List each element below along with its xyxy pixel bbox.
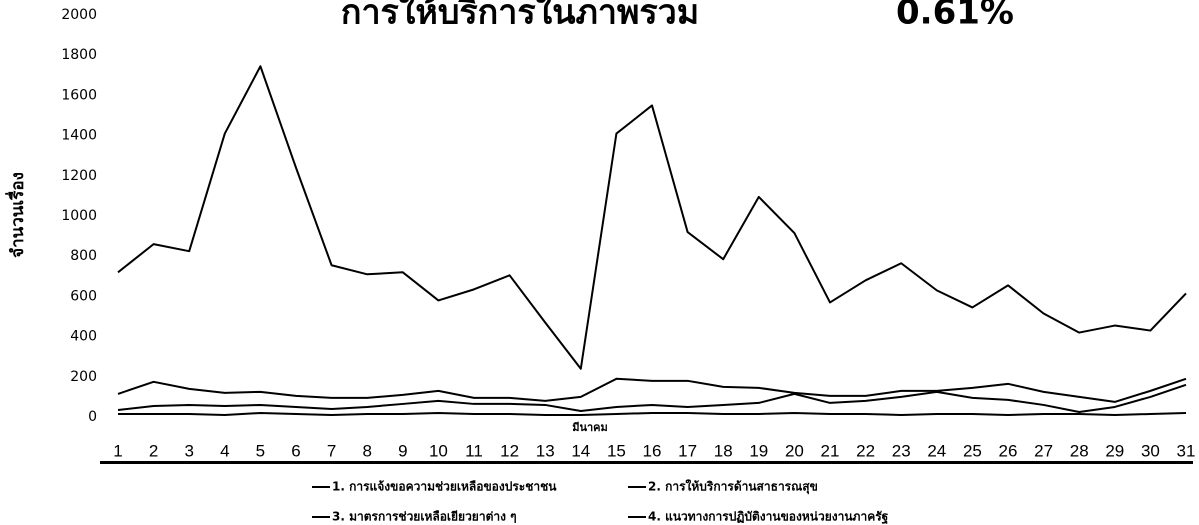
x-tick-label: 24 xyxy=(927,441,946,460)
page: การให้บริการในภาพรวม 0.61% จำนวนเรื่อง ม… xyxy=(0,0,1199,525)
x-tick-label: 15 xyxy=(607,441,626,460)
x-axis-label: มีนาคม xyxy=(572,421,608,434)
y-tick-label: 1800 xyxy=(61,47,97,63)
x-tick-label: 12 xyxy=(500,441,519,460)
annotation: 0.61% xyxy=(896,0,1014,33)
x-tick-label: 5 xyxy=(256,441,265,460)
x-tick-label: 21 xyxy=(821,441,840,460)
x-tick-label: 29 xyxy=(1105,441,1124,460)
x-tick-label: 26 xyxy=(999,441,1018,460)
y-tick-label: 2000 xyxy=(61,7,97,23)
x-tick-label: 23 xyxy=(892,441,911,460)
x-tick-label: 27 xyxy=(1034,441,1053,460)
x-tick-label: 20 xyxy=(785,441,804,460)
x-tick-label: 14 xyxy=(571,441,590,460)
x-tick-label: 7 xyxy=(327,441,336,460)
x-tick-label: 10 xyxy=(429,441,448,460)
y-tick-label: 800 xyxy=(70,248,97,264)
y-tick-label: 0 xyxy=(88,409,97,425)
x-tick-label: 19 xyxy=(749,441,768,460)
x-tick-label: 16 xyxy=(643,441,662,460)
x-tick-label: 1 xyxy=(113,441,122,460)
y-tick-label: 1400 xyxy=(61,128,97,144)
y-tick-label: 1000 xyxy=(61,208,97,224)
chart: การให้บริการในภาพรวม 0.61% จำนวนเรื่อง ม… xyxy=(0,0,1199,525)
x-tick-label: 18 xyxy=(714,441,733,460)
legend-label: 3. มาตรการช่วยเหลือเยียวยาต่าง ๆ xyxy=(332,510,517,524)
y-tick-label: 1200 xyxy=(61,168,97,184)
x-tick-label: 25 xyxy=(963,441,982,460)
x-tick-label: 6 xyxy=(291,441,300,460)
x-tick-label: 8 xyxy=(362,441,371,460)
x-tick-label: 13 xyxy=(536,441,555,460)
x-tick-label: 11 xyxy=(465,441,483,460)
series-line xyxy=(118,413,1186,415)
y-tick-label: 1600 xyxy=(61,87,97,103)
y-tick-label: 600 xyxy=(70,288,97,304)
x-tick-label: 17 xyxy=(678,441,697,460)
x-tick-label: 28 xyxy=(1070,441,1089,460)
y-axis-label: จำนวนเรื่อง xyxy=(5,172,28,258)
y-tick-label: 200 xyxy=(70,369,97,385)
series-line xyxy=(118,66,1186,369)
x-tick-label: 31 xyxy=(1177,441,1196,460)
series-line xyxy=(118,379,1186,402)
legend-label: 2. การให้บริการด้านสาธารณสุข xyxy=(648,479,818,495)
x-tick-label: 30 xyxy=(1141,441,1160,460)
x-tick-label: 22 xyxy=(856,441,875,460)
x-tick-label: 3 xyxy=(184,441,193,460)
legend-label: 4. แนวทางการปฏิบัติงานของหน่วยงานภาครัฐ xyxy=(648,510,889,525)
legend-label: 1. การแจ้งขอความช่วยเหลือของประชาชน xyxy=(332,480,557,494)
x-tick-label: 4 xyxy=(220,441,229,460)
axis-bar xyxy=(100,461,1193,464)
x-tick-label: 2 xyxy=(149,441,158,460)
series-line xyxy=(118,385,1186,412)
x-tick-label: 9 xyxy=(398,441,407,460)
chart-title: การให้บริการในภาพรวม xyxy=(341,0,699,33)
y-tick-label: 400 xyxy=(70,329,97,345)
